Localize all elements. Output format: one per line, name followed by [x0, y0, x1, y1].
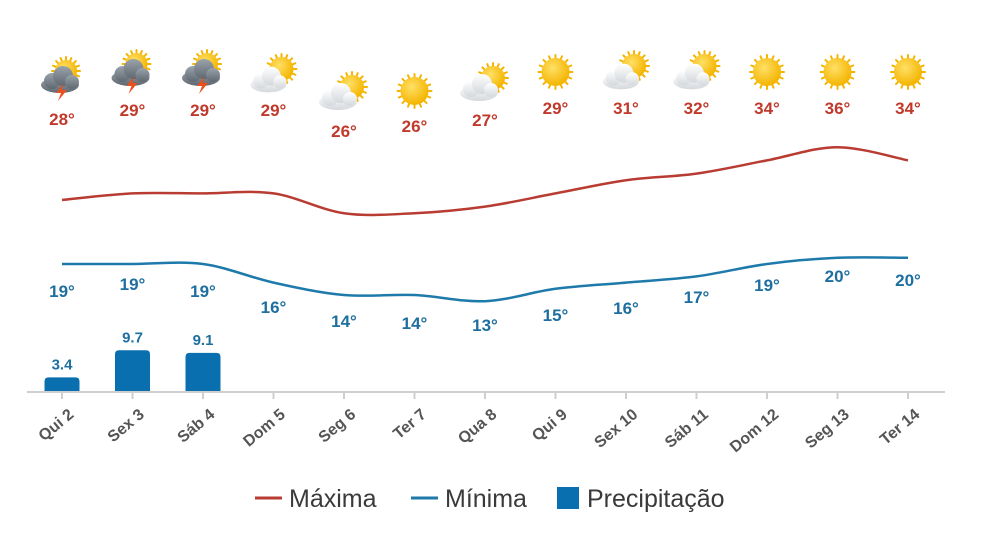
- x-tick-label: Dom 12: [727, 406, 782, 456]
- cloud-sun-icon: [460, 62, 509, 101]
- min-label: 16°: [613, 299, 639, 318]
- x-tick-label: Sáb 11: [662, 406, 712, 452]
- x-tick-label: Ter 14: [877, 406, 923, 449]
- legend-min-label: Mínima: [445, 485, 527, 513]
- legend-precipitation-label: Precipitação: [587, 485, 725, 513]
- precipitation-series: 3.4 9.7 9.1: [44, 329, 221, 392]
- max-label: 26°: [402, 117, 428, 136]
- sun-cloud-icon: [602, 50, 650, 90]
- sun-cloud-icon: [250, 53, 298, 93]
- min-label: 13°: [472, 316, 498, 335]
- x-tick-label: Sex 10: [591, 406, 641, 452]
- x-tick-label: Qui 2: [36, 406, 78, 445]
- min-label: 19°: [190, 282, 216, 301]
- max-label: 31°: [613, 99, 639, 118]
- legend-precipitation-swatch: [557, 487, 579, 509]
- cloud-sun-icon: [319, 71, 368, 110]
- precipitation-bar: [44, 377, 80, 392]
- max-label: 29°: [543, 99, 569, 118]
- precipitation-label: 9.7: [122, 329, 143, 346]
- max-label: 28°: [49, 110, 75, 129]
- sun-cloud-icon: [673, 50, 721, 90]
- max-label: 26°: [331, 122, 357, 141]
- x-tick-label: Dom 5: [240, 406, 288, 451]
- min-label: 20°: [895, 271, 921, 290]
- min-label: 16°: [261, 298, 287, 317]
- min-label: 19°: [754, 276, 780, 295]
- max-label: 32°: [684, 99, 710, 118]
- sun-icon: [890, 54, 926, 90]
- x-tick-label: Seg 13: [802, 406, 853, 452]
- max-label: 34°: [895, 99, 921, 118]
- x-tick-label: Sáb 4: [175, 406, 219, 447]
- x-tick-label: Sex 3: [105, 406, 148, 446]
- max-line: [61, 145, 909, 217]
- thunderstorm-icon: [182, 49, 222, 94]
- precipitation-label: 3.4: [52, 356, 74, 373]
- precipitation-bar: [115, 350, 150, 392]
- max-label: 29°: [261, 101, 287, 120]
- max-label: 27°: [472, 111, 498, 130]
- max-label: 36°: [825, 99, 851, 118]
- sun-icon: [749, 54, 785, 90]
- x-tick-label: Ter 7: [390, 406, 429, 443]
- precipitation-bar: [185, 352, 221, 392]
- max-label: 29°: [120, 101, 146, 120]
- legend-max-label: Máxima: [289, 485, 377, 513]
- max-label: 29°: [190, 101, 216, 120]
- min-label: 17°: [684, 288, 710, 307]
- min-label: 15°: [543, 306, 569, 325]
- min-line: [62, 256, 909, 303]
- max-series: 28° 29° 29° 29° 26° 26° 27° 29° 31° 32° 34° 36° 34°: [49, 99, 921, 217]
- sun-icon: [396, 73, 433, 109]
- weather-icons: [41, 49, 926, 110]
- min-series: 19° 19° 19° 16° 14° 14° 13° 15° 16° 17° 19° 20° 20°: [49, 256, 921, 335]
- sun-icon: [537, 54, 574, 90]
- sun-icon: [819, 54, 856, 90]
- min-label: 19°: [49, 282, 75, 301]
- x-axis: Qui 2 Sex 3 Sáb 4 Dom 5 Seg 6 Ter 7 Qua 8 Qui 9…: [27, 391, 945, 456]
- x-tick-label: Seg 6: [316, 406, 360, 447]
- min-label: 20°: [825, 267, 851, 286]
- min-label: 19°: [120, 275, 146, 294]
- x-tick-label: Qui 9: [529, 406, 571, 445]
- legend: Máxima Mínima Precipitação: [255, 485, 725, 513]
- thunderstorm-icon: [111, 49, 152, 94]
- x-tick-label: Qua 8: [455, 406, 500, 448]
- precipitation-label: 9.1: [193, 332, 214, 349]
- thunderstorm-icon: [41, 56, 81, 101]
- max-label: 34°: [754, 99, 780, 118]
- min-label: 14°: [402, 314, 428, 333]
- min-label: 14°: [331, 312, 357, 331]
